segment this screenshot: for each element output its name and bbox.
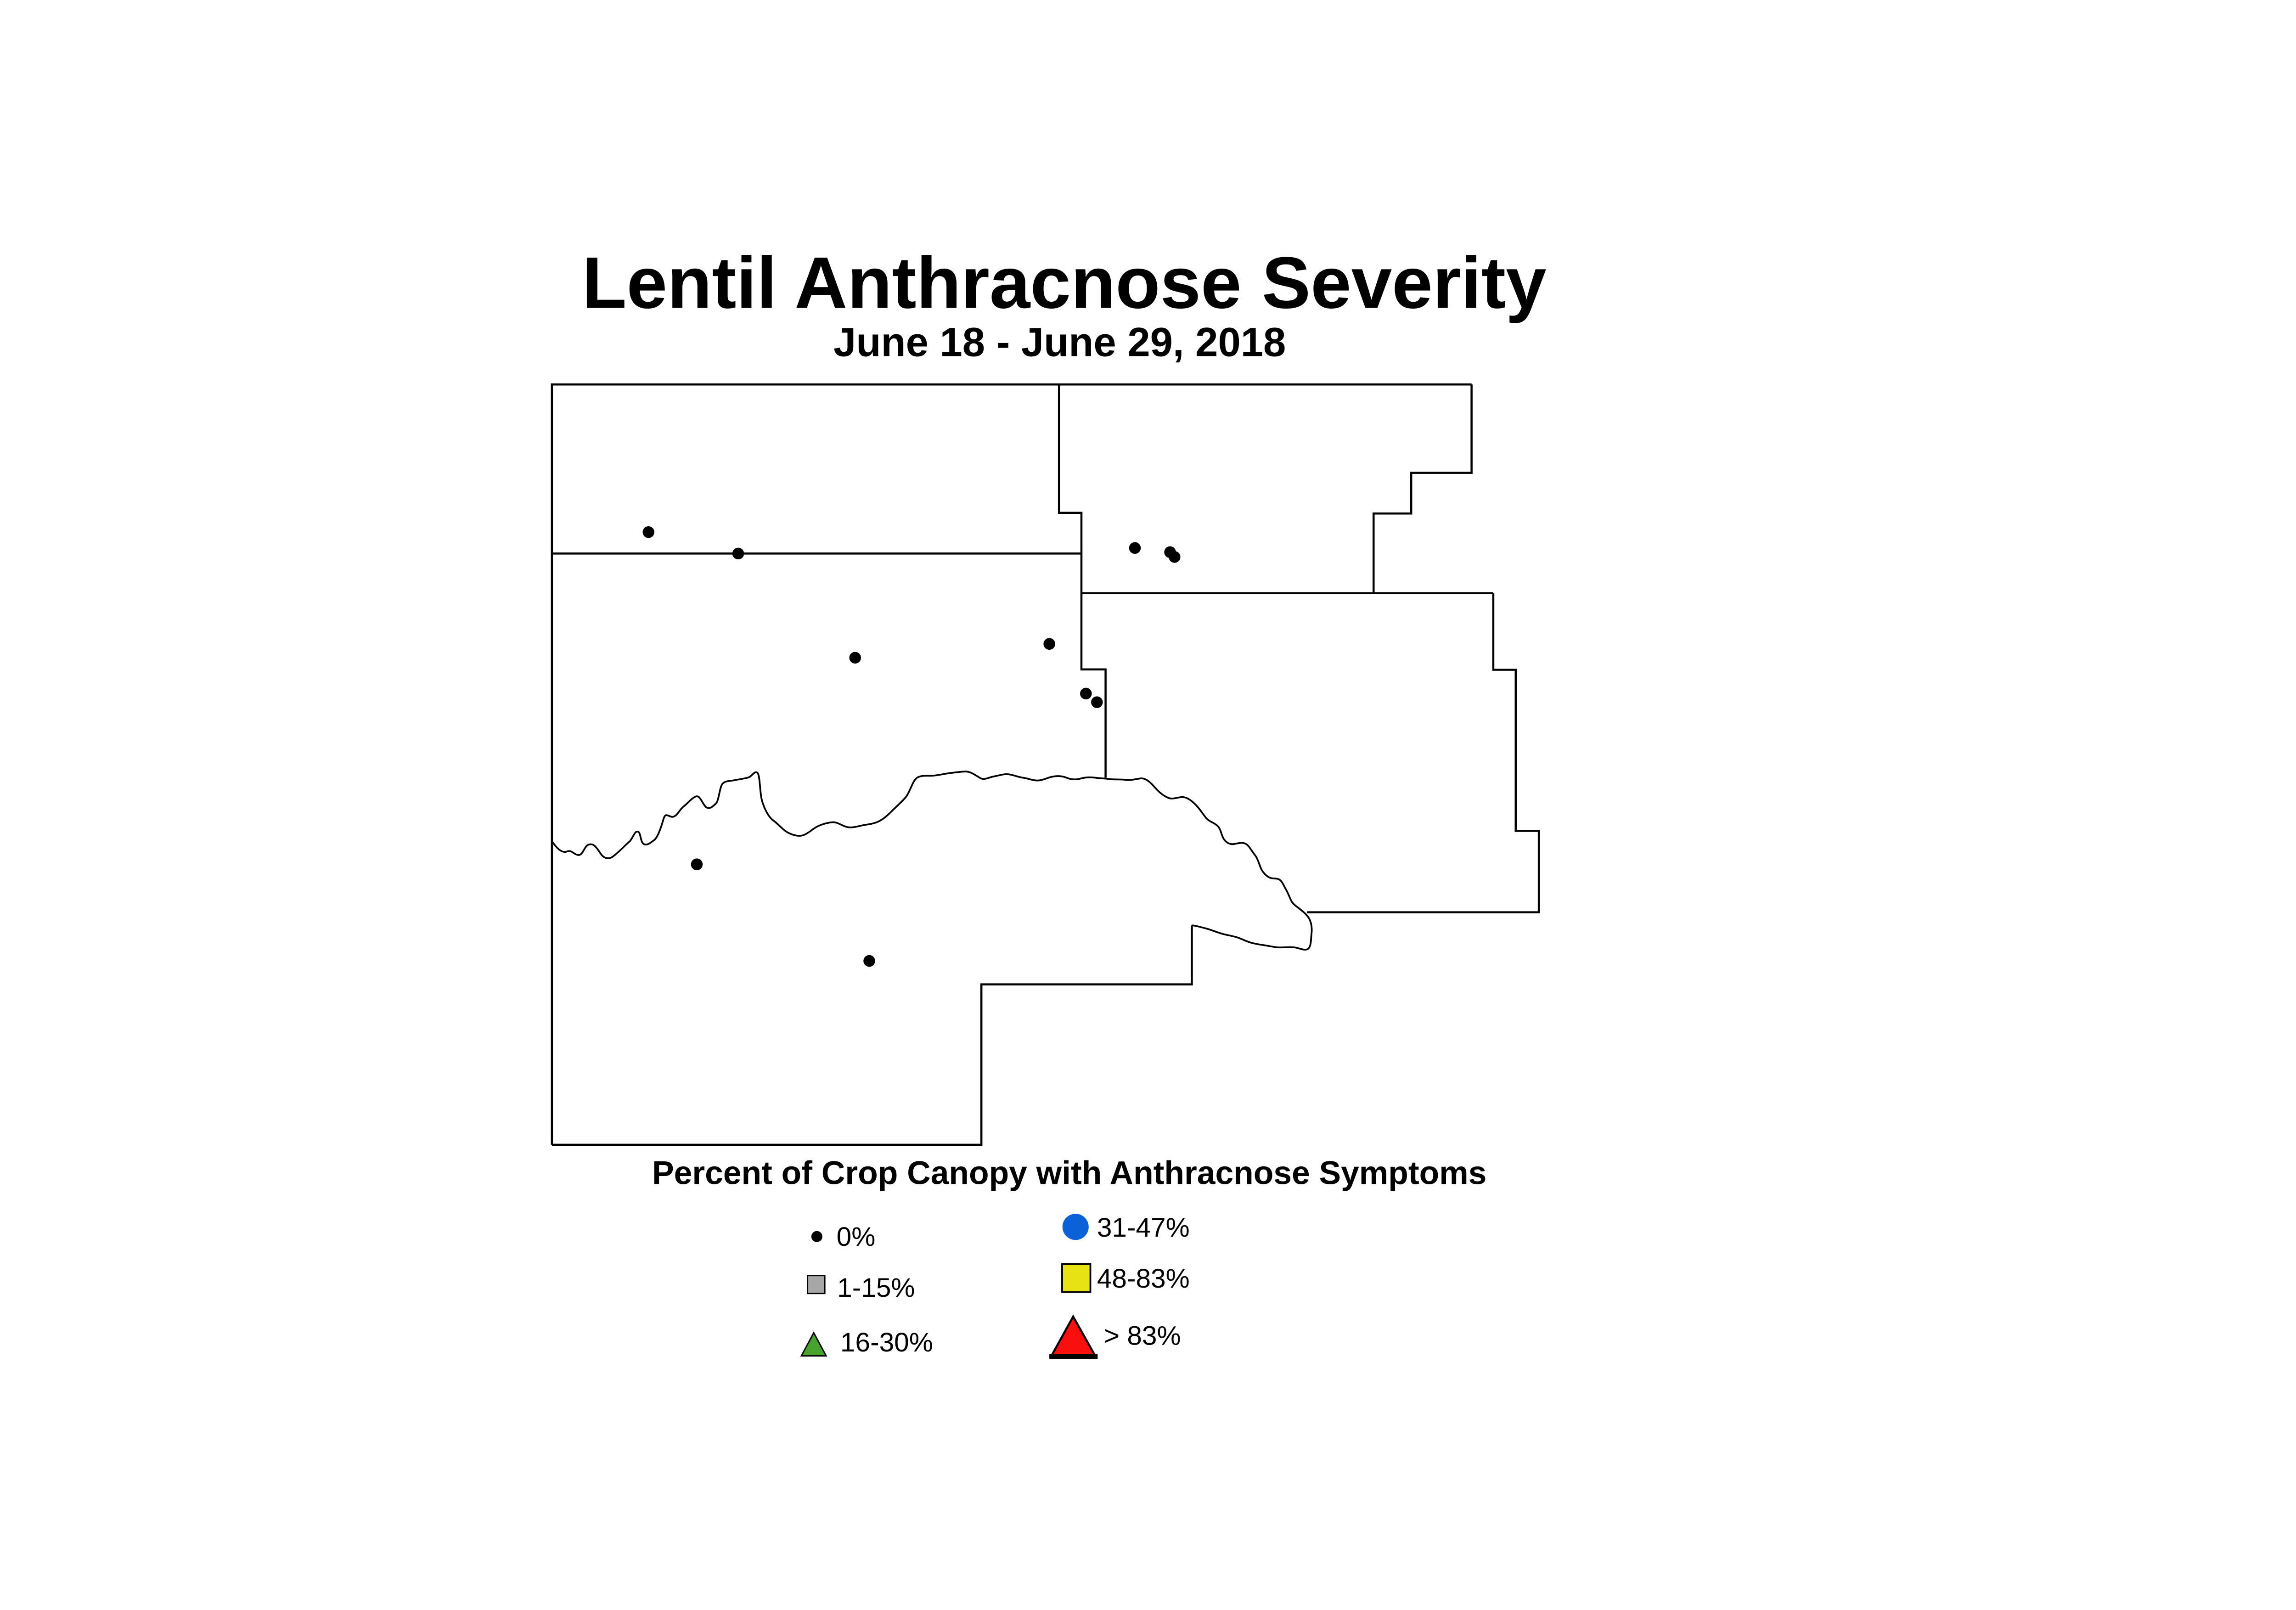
district-boundary-southwest: [551, 925, 1193, 1146]
legend-item-2: 16-30%: [800, 1328, 933, 1357]
survey-point: [1169, 551, 1181, 563]
triangle-marker-icon: [800, 1331, 827, 1357]
survey-point: [1129, 542, 1141, 554]
survey-point: [732, 547, 744, 560]
circle-marker-icon: [1062, 1214, 1089, 1240]
district-boundary-east: [1307, 593, 1540, 913]
square-marker-icon: [807, 1275, 826, 1295]
lake-outline: [551, 771, 1313, 951]
legend-item-5: > 83%: [1049, 1314, 1181, 1359]
page-title: Lentil Anthracnose Severity: [582, 242, 1546, 324]
legend-item-label: 48-83%: [1097, 1264, 1190, 1294]
legend: Percent of Crop Canopy with Anthracnose …: [652, 1155, 1486, 1359]
legend-item-label: 0%: [837, 1222, 876, 1252]
survey-point: [691, 858, 703, 870]
legend-item-3: 31-47%: [1062, 1213, 1190, 1243]
survey-point: [849, 652, 861, 664]
triangle-marker-icon: [1049, 1314, 1097, 1357]
district-map: [551, 383, 1540, 1146]
legend-item-label: > 83%: [1104, 1321, 1181, 1351]
legend-item-4: 48-83%: [1061, 1263, 1190, 1294]
survey-point: [1091, 696, 1103, 708]
legend-item-label: 1-15%: [837, 1273, 915, 1303]
survey-point: [863, 955, 875, 967]
survey-point: [1043, 638, 1055, 650]
survey-points: [642, 526, 1181, 967]
legend-title: Percent of Crop Canopy with Anthracnose …: [652, 1155, 1486, 1192]
district-boundary-middle-vertical: [1058, 384, 1107, 778]
map-outer-border: [551, 383, 1472, 1145]
legend-item-label: 31-47%: [1097, 1213, 1190, 1243]
survey-point: [642, 526, 655, 538]
district-boundary-northeast-steps: [1373, 384, 1473, 593]
dot-marker-icon: [811, 1231, 822, 1242]
legend-item-label: 16-30%: [840, 1328, 933, 1357]
page-subtitle: June 18 - June 29, 2018: [833, 320, 1286, 365]
survey-point: [1080, 687, 1092, 700]
legend-item-0: 0%: [811, 1222, 876, 1252]
square-marker-icon: [1061, 1263, 1092, 1293]
legend-item-1: 1-15%: [807, 1273, 915, 1303]
